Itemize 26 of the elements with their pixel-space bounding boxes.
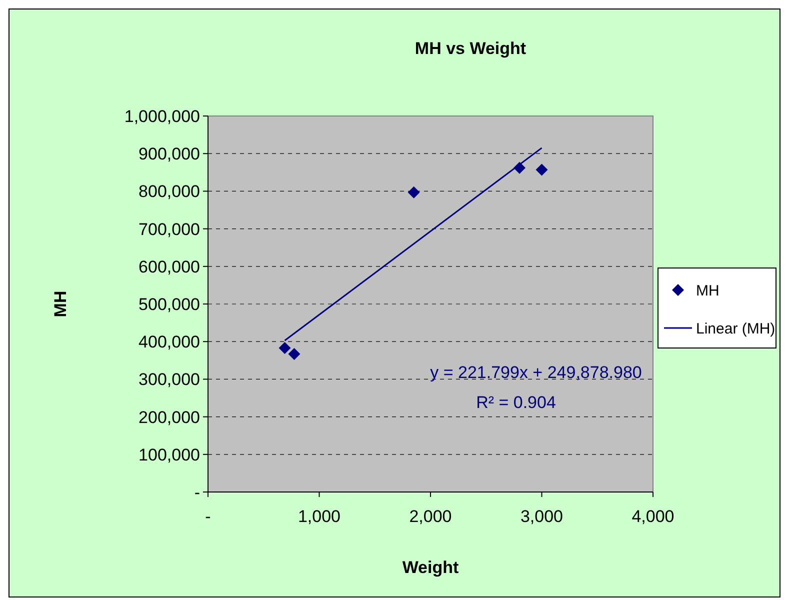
y-tick-label: 600,000	[138, 257, 200, 276]
x-tick-label: 2,000	[409, 507, 452, 526]
y-axis-title: MH	[51, 290, 70, 318]
y-tick-label: 500,000	[138, 294, 200, 314]
annotation: R² = 0.904	[476, 393, 556, 412]
y-tick-label: 700,000	[138, 220, 200, 239]
x-tick-label: 1,000	[298, 507, 341, 526]
y-tick-label: -	[194, 482, 200, 502]
point	[536, 164, 548, 176]
chart-title: MH vs Weight	[414, 39, 526, 58]
y-tick-label: 100,000	[138, 445, 200, 464]
y-tick-label: 900,000	[138, 144, 200, 164]
legend-label: Linear (MH)	[696, 320, 776, 338]
legend-label: MH	[696, 282, 720, 300]
y-tick-label: 400,000	[138, 332, 200, 352]
y-tick-label: 1,000,000	[124, 106, 200, 126]
y-tick-label: 200,000	[138, 408, 200, 427]
y-tick-label: 300,000	[138, 370, 200, 390]
annotation: y = 221.799x + 249,878.980	[430, 363, 642, 382]
x-tick-label: 3,000	[520, 507, 564, 526]
x-axis-title: Weight	[402, 558, 460, 577]
point	[288, 348, 300, 360]
point	[278, 342, 291, 354]
x-tick-label: 4,000	[632, 507, 674, 526]
y-tick-label: 800,000	[138, 182, 200, 202]
point	[408, 186, 420, 198]
